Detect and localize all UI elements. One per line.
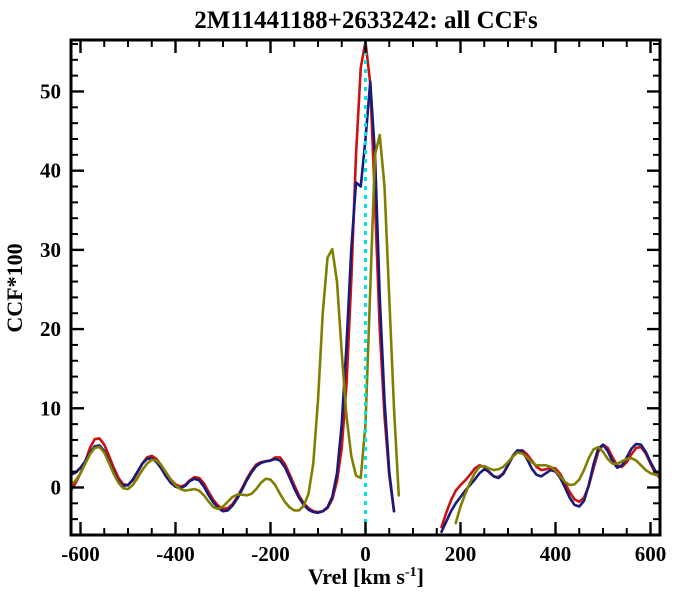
- x-tick-label: -200: [251, 542, 290, 566]
- y-tick-label: 50: [40, 79, 61, 103]
- y-axis-label: CCF*100: [2, 243, 27, 332]
- x-tick-label: 0: [360, 542, 371, 566]
- y-tick-label: 30: [40, 238, 61, 262]
- y-tick-label: 10: [40, 396, 61, 420]
- series-group: [71, 40, 660, 534]
- x-tick-label: 400: [540, 542, 572, 566]
- plot-frame: [69, 38, 662, 537]
- x-tick-label: 200: [445, 542, 477, 566]
- x-tick-label: -400: [156, 542, 195, 566]
- ccf-navy: [71, 80, 660, 534]
- y-tick-label: 40: [40, 159, 61, 183]
- y-tick-labels: 0 10 20 30 40 50: [40, 79, 61, 499]
- y-tick-label: 0: [51, 475, 62, 499]
- ccf-olive: [71, 133, 660, 525]
- x-tick-labels: -600 -400 -200 0 200 400 600: [61, 542, 666, 566]
- x-axis-label: Vrel [km s-1]: [308, 564, 424, 589]
- plot-title: 2M11441188+2633242: all CCFs: [194, 7, 538, 34]
- x-tick-label: 600: [635, 542, 667, 566]
- x-tick-label: -600: [61, 542, 100, 566]
- y-tick-label: 20: [40, 317, 61, 341]
